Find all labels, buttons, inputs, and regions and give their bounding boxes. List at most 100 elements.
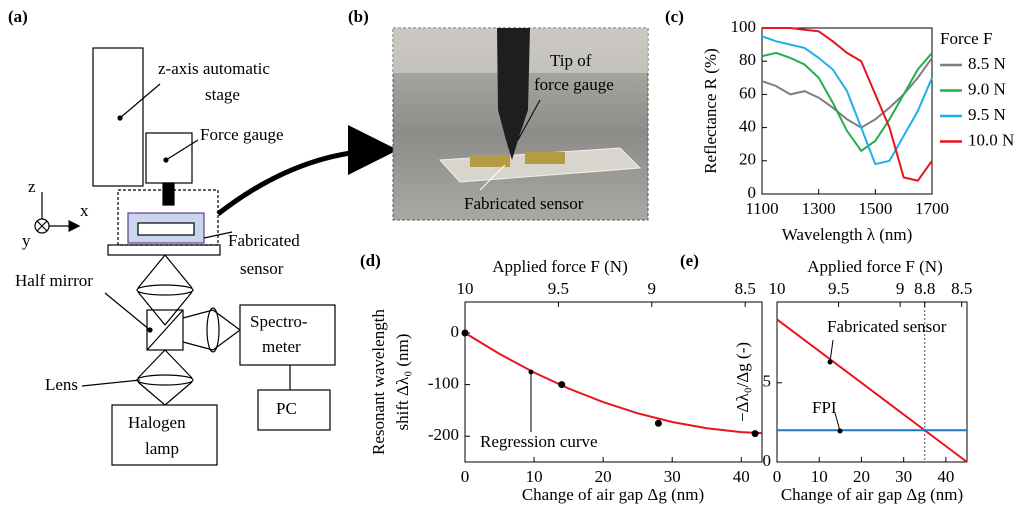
panel-label: (e)	[680, 251, 699, 270]
text-label: force gauge	[534, 75, 614, 94]
x-tick-label: 10	[526, 467, 543, 486]
y-tick-label: 20	[739, 150, 756, 169]
x-tick-label: 20	[595, 467, 612, 486]
text-label: PC	[276, 399, 297, 418]
legend-label: 9.5 N	[968, 105, 1006, 124]
text-label: Fabricated	[228, 231, 300, 250]
text-label: (b)	[348, 7, 369, 26]
leader-dot	[837, 428, 843, 434]
series-line	[776, 318, 968, 463]
half-mirror	[146, 309, 184, 351]
y-tick-label: 60	[739, 83, 756, 102]
annotation: FPI	[812, 398, 837, 417]
text-label: (a)	[8, 7, 28, 26]
x-axis-label: Change of air gap Δg (nm)	[522, 485, 704, 504]
text-label: lamp	[145, 439, 179, 458]
arrow	[216, 125, 398, 216]
pc	[257, 389, 331, 431]
legend-label: 9.0 N	[968, 79, 1006, 98]
x2-tick-label: 8.5	[735, 279, 756, 298]
text-label: sensor	[240, 259, 284, 278]
lens	[206, 307, 220, 353]
leader	[829, 339, 834, 363]
text-label: Halogen	[128, 413, 186, 432]
photo	[392, 27, 649, 221]
x2-tick-label: 8.5	[951, 279, 972, 298]
lens	[136, 374, 194, 386]
x-tick-label: 30	[895, 467, 912, 486]
x2-tick-label: 9.5	[828, 279, 849, 298]
annotation: Fabricated sensor	[827, 317, 947, 336]
legend-label: 8.5 N	[968, 54, 1006, 73]
text-label: z	[28, 177, 36, 196]
plot-frame	[776, 301, 968, 463]
text-label: stage	[205, 85, 240, 104]
spectrometer	[239, 304, 336, 366]
text-label: Fabricated sensor	[464, 194, 584, 213]
text-label: Spectro-	[250, 312, 308, 331]
lens	[136, 284, 194, 296]
diagram	[34, 47, 398, 466]
series-line	[762, 27, 933, 182]
y-axis-label: Resonant wavelength	[369, 309, 388, 455]
x2-tick-label: 9	[896, 279, 905, 298]
x2-tick-label: 8.8	[914, 279, 935, 298]
leader-dot	[827, 359, 833, 365]
x2-tick-label: 10	[769, 279, 786, 298]
x-axis-label: Wavelength λ (nm)	[782, 225, 913, 244]
y-axis-label: Reflectance R (%)	[701, 48, 720, 174]
x-axis-label: Change of air gap Δg (nm)	[781, 485, 963, 504]
x2-tick-label: 10	[457, 279, 474, 298]
gauge-tip	[497, 28, 530, 160]
leader	[119, 83, 161, 119]
series-line	[761, 35, 933, 166]
y-tick-label: -100	[428, 373, 459, 392]
x-tick-label: 20	[853, 467, 870, 486]
x-tick-label: 0	[773, 467, 782, 486]
plot-frame	[464, 301, 763, 463]
stage	[92, 47, 144, 187]
x-tick-label: 1100	[745, 199, 778, 218]
y-tick-label: 0	[451, 322, 460, 341]
x2-tick-label: 9.5	[548, 279, 569, 298]
panel-label: (c)	[665, 7, 684, 26]
x2-axis-label: Applied force F (N)	[807, 257, 943, 276]
x-tick-label: 40	[733, 467, 750, 486]
leader	[834, 412, 841, 432]
text-label: x	[80, 201, 89, 220]
y-tick-label: 100	[731, 17, 757, 36]
point	[461, 329, 469, 337]
text-label: z-axis automatic	[158, 59, 270, 78]
legend-title: Force F	[940, 29, 992, 48]
y-tick-label: 0	[763, 451, 772, 470]
text-label: meter	[262, 337, 301, 356]
text-label: Tip of	[550, 51, 592, 70]
series-line	[761, 51, 933, 153]
panel-label: (d)	[360, 251, 381, 270]
y-axis-label: shift Δλ₀ (nm)	[393, 334, 412, 431]
point	[751, 430, 759, 438]
y-tick-label: 5	[763, 372, 772, 391]
y-tick-label: -200	[428, 425, 459, 444]
x-tick-label: 30	[664, 467, 681, 486]
x-tick-label: 1500	[858, 199, 892, 218]
x-tick-label: 0	[461, 467, 470, 486]
y-axis-label: −Δλ₀/Δg (-)	[733, 342, 752, 422]
x-tick-label: 10	[811, 467, 828, 486]
y-tick-label: 40	[739, 117, 756, 136]
x-tick-label: 40	[937, 467, 954, 486]
leader-dot	[528, 369, 534, 375]
tip	[162, 182, 175, 206]
text-label: Lens	[45, 375, 78, 394]
point	[654, 419, 662, 427]
annotation: Regression curve	[480, 432, 598, 451]
y-tick-label: 80	[739, 50, 756, 69]
text-label: Force gauge	[200, 125, 284, 144]
y-tick-label: 0	[748, 183, 757, 202]
point	[558, 381, 566, 389]
legend-label: 10.0 N	[968, 130, 1014, 149]
x2-tick-label: 9	[648, 279, 657, 298]
text-label: Half mirror	[15, 271, 93, 290]
x-tick-label: 1700	[915, 199, 949, 218]
